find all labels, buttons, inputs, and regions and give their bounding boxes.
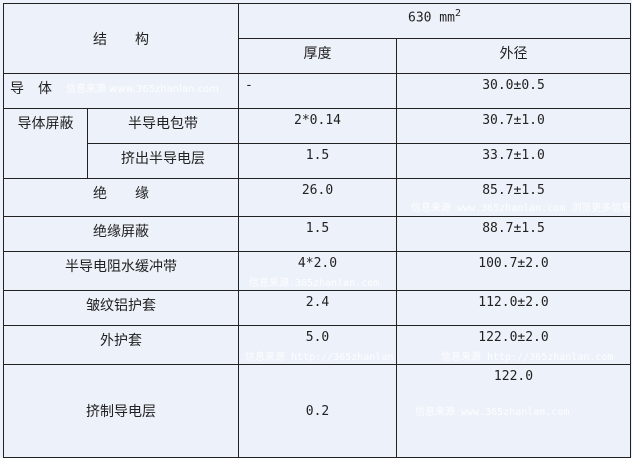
- row-name: 导 体信息来源 www.365zhanlan.com: [3, 73, 239, 109]
- row-name: 绝缘屏蔽: [3, 216, 239, 252]
- row-diameter: 88.7±1.5: [396, 216, 631, 252]
- row-diameter: 112.0±2.0: [396, 290, 631, 326]
- table-row: 导 体信息来源 www.365zhanlan.com - 30.0±0.5: [3, 73, 631, 109]
- table-row: 挤制导电层 0.2 122.0 信息来源 www.365zhanlan.com: [3, 364, 631, 458]
- row-name: 挤出半导电层: [87, 143, 239, 179]
- header-structure: 结 构: [3, 3, 239, 74]
- row-name: 绝 缘: [3, 178, 239, 217]
- header-size: 630 mm2: [238, 3, 631, 39]
- row-diameter: 85.7±1.5 信息来源 www.365zhanlan.com 浏览更多信息: [396, 178, 631, 217]
- table-row: 绝 缘 26.0 85.7±1.5 信息来源 www.365zhanlan.com…: [3, 178, 631, 217]
- row-group: 导体屏蔽: [3, 108, 88, 179]
- cable-structure-table: 结 构 630 mm2 厚度 外径 导 体信息来源 www.365zhanlan…: [3, 3, 631, 458]
- row-diameter: 30.7±1.0: [396, 108, 631, 144]
- row-diameter: 30.0±0.5: [396, 73, 631, 109]
- table-row: 挤出半导电层 1.5 33.7±1.0: [4, 143, 631, 179]
- row-diameter: 100.7±2.0: [396, 251, 631, 291]
- row-diameter: 122.0 信息来源 www.365zhanlan.com: [396, 364, 631, 458]
- row-thickness: 0.2: [238, 364, 397, 458]
- row-thickness: 2.4: [238, 290, 397, 326]
- row-thickness: 26.0: [238, 178, 397, 217]
- row-name: 半导电阻水缓冲带: [3, 251, 239, 291]
- header-thickness: 厚度: [238, 38, 397, 74]
- row-name: 半导电包带: [87, 108, 239, 144]
- row-thickness: 1.5: [238, 143, 397, 179]
- row-diameter: 33.7±1.0: [396, 143, 631, 179]
- header-outer-diameter: 外径: [396, 38, 631, 74]
- table-row: 半导电阻水缓冲带 4*2.0 信息来源.365zhanlan.com 100.7±…: [3, 251, 631, 291]
- row-diameter: 122.0±2.0 信息来源 http://365zhanlan.com: [396, 325, 631, 365]
- row-thickness: 4*2.0 信息来源.365zhanlan.com: [238, 251, 397, 291]
- row-thickness: 2*0.14: [238, 108, 397, 144]
- table-row: 导体屏蔽 半导电包带 2*0.14 30.7±1.0: [3, 108, 631, 179]
- row-thickness: -: [238, 73, 397, 109]
- row-name: 外护套: [3, 325, 239, 365]
- row-name: 皱纹铝护套: [3, 290, 239, 326]
- row-thickness: 1.5: [238, 216, 397, 252]
- table-row: 皱纹铝护套 2.4 112.0±2.0: [3, 290, 631, 326]
- table-row: 绝缘屏蔽 1.5 88.7±1.5: [3, 216, 631, 252]
- row-name: 挤制导电层: [3, 364, 239, 458]
